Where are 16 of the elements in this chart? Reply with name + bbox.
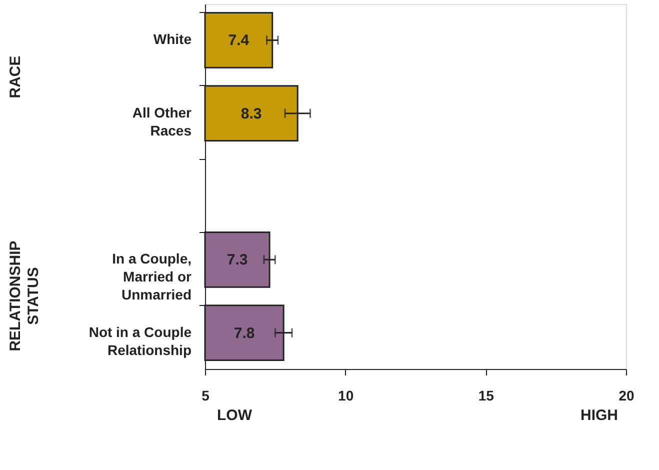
x-tick-label: 20 xyxy=(618,388,634,404)
data-label: 7.4 xyxy=(228,32,250,50)
x-tick-label: 10 xyxy=(338,388,354,404)
x-tick-label: 5 xyxy=(202,388,210,404)
y-tick-label: In a Couple, Married or Unmarried xyxy=(112,250,192,303)
y-tick-label: White xyxy=(153,31,192,48)
text: RELATIONSHIP STATUS xyxy=(7,240,42,352)
text: RACE xyxy=(7,56,24,98)
data-label: 7.3 xyxy=(226,252,248,269)
y-tick-label: All Other Races xyxy=(132,104,192,138)
text: LOW xyxy=(217,407,253,424)
data-label: 7.8 xyxy=(234,324,255,342)
data-label: 8.3 xyxy=(240,105,262,122)
y-tick-label: Not in a Couple Relationship xyxy=(88,324,192,358)
x-tick-label: 15 xyxy=(478,388,494,404)
text: HIGH xyxy=(580,407,618,424)
